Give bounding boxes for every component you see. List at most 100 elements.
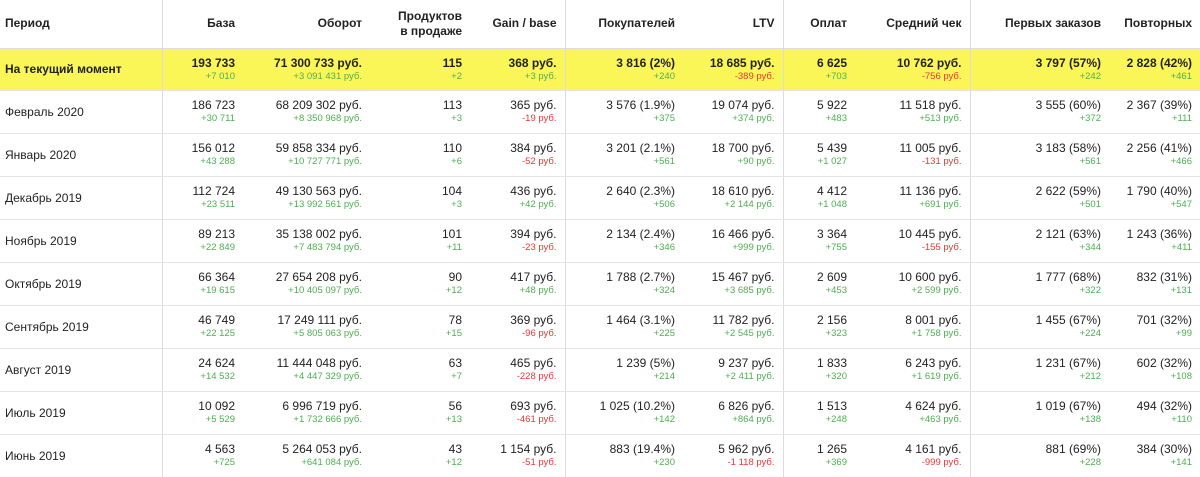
products-value: 101: [441, 227, 462, 241]
products-value: 104: [441, 184, 462, 198]
buyers-delta: +225: [653, 328, 675, 339]
avg-check-cell: 11 005 руб. -131 руб.: [855, 133, 971, 177]
table-row[interactable]: Сентябрь 2019 46 749 +22 125 17 249 111 руб…: [0, 305, 1200, 349]
avg-check-value: 4 161 руб.: [905, 442, 962, 456]
base-value: 24 624: [198, 356, 235, 370]
base-delta: +7 010: [205, 70, 235, 82]
avg-check-delta: -155 руб.: [921, 242, 962, 253]
header-ltv[interactable]: LTV: [683, 0, 784, 49]
header-payments[interactable]: Оплат: [783, 0, 855, 49]
payments-value: 1 265: [816, 442, 847, 456]
table-row-current[interactable]: На текущий момент 193 733 +7 010 71 300 733…: [0, 48, 1200, 91]
turnover-delta: +7 483 794 руб.: [293, 242, 362, 253]
repeat-value: 384 (30%): [1136, 442, 1192, 456]
base-value: 112 724: [192, 184, 236, 198]
payments-delta: +248: [825, 414, 847, 425]
table-row[interactable]: Июль 2019 10 092 +5 529 6 996 719 руб. +1 73…: [0, 391, 1200, 435]
table-header-row: Период База Оборот Продуктов в продаже G…: [0, 0, 1200, 49]
products-delta: +13: [445, 414, 462, 425]
base-delta: +43 288: [200, 156, 235, 167]
table-row[interactable]: Январь 2020 156 012 +43 288 59 858 334 руб.…: [0, 133, 1200, 177]
payments-value: 3 364: [816, 227, 847, 241]
base-value: 46 749: [198, 313, 235, 327]
header-products[interactable]: Продуктов в продаже: [370, 0, 470, 49]
header-turnover[interactable]: Оборот: [243, 0, 370, 49]
payments-cell: 2 609 +453: [783, 262, 855, 306]
table-row[interactable]: Август 2019 24 624 +14 532 11 444 048 руб. +…: [0, 348, 1200, 392]
gain-value: 436 руб.: [510, 184, 557, 198]
products-delta: +3: [451, 113, 462, 124]
base-cell: 46 749 +22 125: [162, 305, 243, 349]
first-orders-value: 3 555 (60%): [1035, 98, 1101, 112]
header-repeat[interactable]: Повторных: [1109, 0, 1200, 49]
gain-cell: 1 154 руб. -51 руб.: [470, 434, 566, 477]
products-cell: 101 +11: [370, 219, 470, 263]
buyers-delta: +230: [653, 457, 675, 468]
payments-delta: +483: [825, 113, 847, 124]
buyers-cell: 3 816 (2%) +240: [565, 48, 683, 91]
header-avg-check[interactable]: Средний чек: [855, 0, 971, 49]
products-delta: +12: [445, 457, 462, 468]
turnover-cell: 6 996 719 руб. +1 732 666 руб.: [243, 391, 370, 435]
header-buyers[interactable]: Покупателей: [565, 0, 683, 49]
products-cell: 63 +7: [370, 348, 470, 392]
gain-value: 384 руб.: [510, 141, 557, 155]
turnover-delta: +13 992 561 руб.: [288, 199, 362, 210]
repeat-value: 701 (32%): [1136, 313, 1192, 327]
period-cell: Август 2019: [0, 348, 163, 392]
first-orders-value: 1 455 (67%): [1035, 313, 1101, 327]
payments-value: 1 513: [816, 399, 847, 413]
avg-check-value: 8 001 руб.: [905, 313, 962, 327]
ltv-cell: 6 826 руб. +864 руб.: [683, 391, 784, 435]
repeat-delta: +108: [1170, 371, 1192, 382]
header-period[interactable]: Период: [0, 0, 163, 49]
buyers-cell: 1 239 (5%) +214: [565, 348, 683, 392]
buyers-delta: +142: [653, 414, 675, 425]
buyers-value: 3 201 (2.1%): [606, 141, 675, 155]
ltv-cell: 16 466 руб. +999 руб.: [683, 219, 784, 263]
table-row[interactable]: Июнь 2019 4 563 +725 5 264 053 руб. +641 084…: [0, 434, 1200, 477]
ltv-value: 18 685 руб.: [709, 55, 775, 70]
repeat-delta: +411: [1171, 242, 1192, 253]
period-cell: Июнь 2019: [0, 434, 163, 477]
base-cell: 4 563 +725: [162, 434, 243, 477]
header-base[interactable]: База: [162, 0, 243, 49]
base-delta: +725: [213, 457, 235, 468]
gain-cell: 417 руб. +48 руб.: [470, 262, 566, 306]
first-orders-cell: 3 797 (57%) +242: [970, 48, 1109, 91]
first-orders-value: 3 797 (57%): [1035, 55, 1101, 70]
payments-value: 2 609: [816, 270, 847, 284]
payments-value: 5 922: [816, 98, 847, 112]
buyers-value: 883 (19.4%): [609, 442, 675, 456]
avg-check-delta: +1 758 руб.: [911, 328, 962, 339]
turnover-cell: 59 858 334 руб. +10 727 771 руб.: [243, 133, 370, 177]
products-delta: +15: [445, 328, 462, 339]
table-row[interactable]: Февраль 2020 186 723 +30 711 68 209 302 руб…: [0, 90, 1200, 134]
first-orders-cell: 1 019 (67%) +138: [970, 391, 1109, 435]
base-value: 10 092: [198, 399, 235, 413]
buyers-delta: +214: [653, 371, 675, 382]
turnover-cell: 35 138 002 руб. +7 483 794 руб.: [243, 219, 370, 263]
table-row[interactable]: Декабрь 2019 112 724 +23 511 49 130 563 руб…: [0, 176, 1200, 220]
payments-cell: 3 364 +755: [783, 219, 855, 263]
payments-delta: +323: [825, 328, 847, 339]
avg-check-cell: 10 445 руб. -155 руб.: [855, 219, 971, 263]
repeat-delta: +111: [1172, 113, 1192, 124]
first-orders-delta: +138: [1079, 414, 1101, 425]
header-products-line1: Продуктов: [398, 8, 462, 23]
avg-check-delta: +2 599 руб.: [911, 285, 962, 296]
base-value: 193 733: [191, 55, 235, 70]
payments-cell: 5 922 +483: [783, 90, 855, 134]
header-gain[interactable]: Gain / base: [470, 0, 566, 49]
gain-cell: 436 руб. +42 руб.: [470, 176, 566, 220]
table-row[interactable]: Ноябрь 2019 89 213 +22 849 35 138 002 руб. +…: [0, 219, 1200, 263]
payments-delta: +320: [825, 371, 847, 382]
table-row[interactable]: Октябрь 2019 66 364 +19 615 27 654 208 руб.…: [0, 262, 1200, 306]
first-orders-cell: 3 555 (60%) +372: [970, 90, 1109, 134]
avg-check-delta: -756 руб.: [921, 70, 962, 82]
base-delta: +22 849: [200, 242, 235, 253]
products-cell: 90 +12: [370, 262, 470, 306]
first-orders-value: 1 777 (68%): [1035, 270, 1101, 284]
header-first-orders[interactable]: Первых заказов: [970, 0, 1109, 49]
repeat-delta: +461: [1170, 70, 1192, 82]
